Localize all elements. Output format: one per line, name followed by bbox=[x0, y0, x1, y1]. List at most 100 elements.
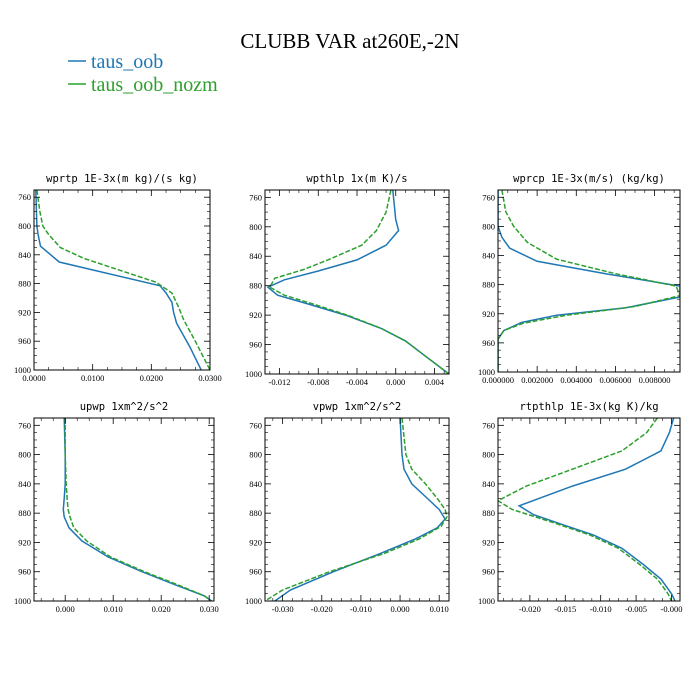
y-tick-label: 1000 bbox=[478, 596, 495, 606]
series-line-taus-oob-nozm bbox=[498, 190, 680, 372]
x-tick-label: 0.000 bbox=[386, 377, 405, 387]
x-tick-label: -0.004 bbox=[346, 377, 369, 387]
x-tick-label: 0.004000 bbox=[560, 375, 592, 385]
x-tick-label: 0.006000 bbox=[599, 375, 631, 385]
y-tick-label: 1000 bbox=[478, 367, 495, 377]
panel-vpwp: vpwp 1xm^2/s^2 760 800 840 880 920 960 1000 -0.0… bbox=[245, 401, 450, 614]
x-tick-label: 0.020 bbox=[152, 604, 171, 614]
plot-frame bbox=[497, 417, 681, 602]
y-tick-label: 800 bbox=[18, 450, 31, 460]
y-tick-label: 760 bbox=[249, 192, 262, 202]
plot-frame bbox=[497, 189, 681, 373]
y-tick-label: 960 bbox=[18, 336, 31, 346]
y-tick-label: 760 bbox=[18, 420, 31, 430]
series-line-taus-oob-nozm bbox=[64, 418, 213, 601]
y-tick-label: 960 bbox=[249, 340, 262, 350]
x-tick-label: 0.000 bbox=[391, 604, 410, 614]
y-tick-label: 840 bbox=[18, 479, 31, 489]
x-tick-label: -0.012 bbox=[269, 377, 291, 387]
y-tick-label: 760 bbox=[482, 420, 495, 430]
panel-title: upwp 1xm^2/s^2 bbox=[80, 401, 169, 413]
x-tick-label: -0.010 bbox=[590, 604, 612, 614]
plot-frame bbox=[264, 417, 450, 602]
y-tick-label: 960 bbox=[482, 567, 495, 577]
panel-upwp: upwp 1xm^2/s^2 760 800 840 880 920 960 1000 0.00… bbox=[14, 401, 219, 614]
plot-frame bbox=[33, 189, 211, 371]
y-tick-label: 920 bbox=[249, 310, 262, 320]
y-tick-label: 960 bbox=[249, 567, 262, 577]
panel-title: vpwp 1xm^2/s^2 bbox=[313, 401, 402, 413]
y-tick-label: 880 bbox=[249, 508, 262, 518]
y-tick-label: 920 bbox=[18, 537, 31, 547]
y-tick-label: 1000 bbox=[245, 596, 262, 606]
panel-title: wprtp 1E-3x(m kg)/(s kg) bbox=[46, 173, 198, 185]
x-tick-label: 0.002000 bbox=[521, 375, 553, 385]
x-tick-label: -0.020 bbox=[519, 604, 541, 614]
legend-label-taus-oob-nozm: taus_oob_nozm bbox=[91, 74, 218, 96]
x-tick-label: -0.000 bbox=[661, 604, 683, 614]
x-tick-label: -0.010 bbox=[350, 604, 372, 614]
series-line-taus-oob-nozm bbox=[36, 190, 210, 370]
series-line-taus-oob bbox=[266, 190, 449, 374]
y-tick-label: 960 bbox=[482, 338, 495, 348]
y-tick-label: 840 bbox=[249, 479, 262, 489]
series-line-taus-oob bbox=[517, 418, 676, 601]
panel-title: rtpthlp 1E-3x(kg K)/kg bbox=[519, 401, 658, 413]
x-tick-label: -0.005 bbox=[625, 604, 647, 614]
x-tick-label: 0.0200 bbox=[140, 373, 163, 383]
x-tick-label: 0.010 bbox=[430, 604, 449, 614]
series-line-taus-oob bbox=[274, 418, 447, 601]
y-tick-label: 800 bbox=[482, 221, 495, 231]
y-tick-label: 1000 bbox=[245, 369, 262, 379]
x-tick-label: -0.030 bbox=[272, 604, 294, 614]
y-tick-label: 840 bbox=[249, 251, 262, 261]
x-tick-label: 0.000 bbox=[56, 604, 75, 614]
y-tick-label: 960 bbox=[18, 567, 31, 577]
y-tick-label: 880 bbox=[18, 508, 31, 518]
legend-label-taus-oob: taus_oob bbox=[91, 51, 163, 73]
series-line-taus-oob bbox=[35, 190, 202, 370]
series-line-taus-oob bbox=[62, 418, 213, 601]
x-tick-label: 0.030 bbox=[200, 604, 219, 614]
y-tick-label: 920 bbox=[482, 309, 495, 319]
legend: taus_oob taus_oob_nozm bbox=[68, 51, 218, 96]
y-tick-label: 1000 bbox=[14, 365, 31, 375]
x-tick-label: 0.0100 bbox=[81, 373, 104, 383]
series-line-taus-oob-nozm bbox=[268, 190, 449, 374]
x-tick-label: 0.0300 bbox=[198, 373, 221, 383]
y-tick-label: 760 bbox=[249, 420, 262, 430]
y-tick-label: 800 bbox=[249, 222, 262, 232]
panel-title: wpthlp 1x(m K)/s bbox=[306, 173, 407, 185]
y-tick-label: 920 bbox=[18, 307, 31, 317]
y-tick-label: 840 bbox=[482, 479, 495, 489]
y-tick-label: 800 bbox=[482, 450, 495, 460]
x-tick-label: 0.008000 bbox=[639, 375, 671, 385]
x-tick-label: -0.020 bbox=[311, 604, 333, 614]
y-tick-label: 880 bbox=[482, 508, 495, 518]
y-tick-label: 800 bbox=[18, 221, 31, 231]
series-line-taus-oob-nozm bbox=[498, 418, 673, 601]
y-tick-label: 920 bbox=[482, 537, 495, 547]
y-tick-label: 880 bbox=[18, 279, 31, 289]
plot-frame bbox=[264, 189, 450, 375]
series-line-taus-oob-nozm bbox=[265, 418, 448, 601]
panel-wprcp: wprcp 1E-3x(m/s) (kg/kg) 760 800 840 880 920 9… bbox=[478, 173, 681, 385]
y-tick-label: 920 bbox=[249, 537, 262, 547]
x-tick-label: 0.0000 bbox=[22, 373, 45, 383]
panel-rtpthlp: rtpthlp 1E-3x(kg K)/kg 760 800 840 880 920 960… bbox=[478, 401, 682, 614]
panel-wpthlp: wpthlp 1x(m K)/s 760 800 840 880 920 960 1000 -0… bbox=[245, 173, 450, 387]
y-tick-label: 760 bbox=[18, 192, 31, 202]
y-tick-label: 880 bbox=[482, 280, 495, 290]
panel-title: wprcp 1E-3x(m/s) (kg/kg) bbox=[513, 173, 665, 185]
y-tick-label: 840 bbox=[18, 250, 31, 260]
plot-frame bbox=[33, 417, 215, 602]
x-tick-label: -0.008 bbox=[307, 377, 329, 387]
x-tick-label: 0.010 bbox=[104, 604, 123, 614]
y-tick-label: 800 bbox=[249, 450, 262, 460]
x-tick-label: 0.004 bbox=[425, 377, 445, 387]
x-tick-label: -0.015 bbox=[554, 604, 576, 614]
panel-wprtp: wprtp 1E-3x(m kg)/(s kg) 760 800 840 880 920 9… bbox=[14, 173, 222, 383]
y-tick-label: 1000 bbox=[14, 596, 31, 606]
figure-title: CLUBB VAR at260E,-2N bbox=[240, 29, 459, 53]
